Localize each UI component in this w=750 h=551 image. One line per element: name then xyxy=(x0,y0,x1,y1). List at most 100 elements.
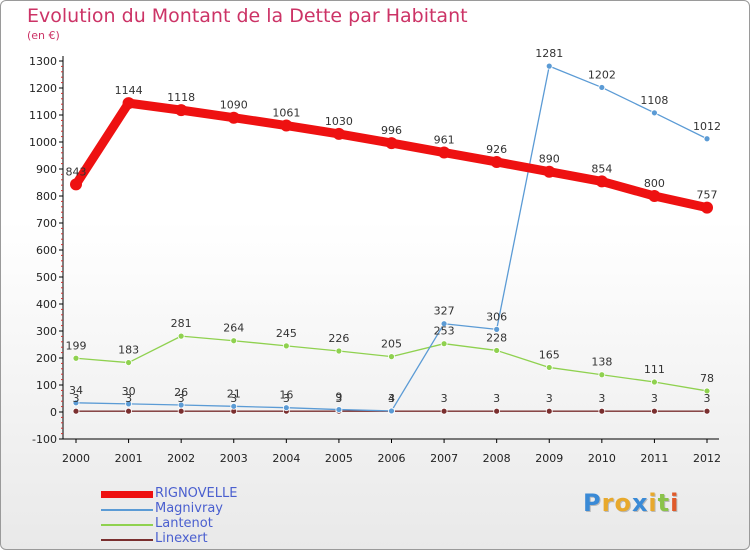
data-point-magnivray xyxy=(282,404,290,412)
y-tick-label: 800 xyxy=(36,190,57,203)
data-point-rignovelle xyxy=(543,165,556,178)
y-tick-label: 0 xyxy=(50,406,57,419)
data-point-lantenot xyxy=(440,340,448,348)
data-point-magnivray xyxy=(545,62,553,70)
data-label-linexert: 3 xyxy=(335,392,342,405)
data-label-magnivray: 9 xyxy=(335,391,342,404)
data-point-lantenot xyxy=(72,354,80,362)
x-tick-label: 2004 xyxy=(272,452,300,465)
data-label-rignovelle: 890 xyxy=(539,153,560,166)
data-point-linexert xyxy=(493,407,501,415)
data-label-magnivray: 327 xyxy=(434,305,455,318)
data-label-linexert: 3 xyxy=(388,392,395,405)
data-label-linexert: 3 xyxy=(230,392,237,405)
data-label-magnivray: 1108 xyxy=(640,94,668,107)
data-label-lantenot: 228 xyxy=(486,331,507,344)
y-tick-label: 300 xyxy=(36,325,57,338)
data-point-rignovelle xyxy=(701,201,713,214)
y-tick-label: 100 xyxy=(36,379,57,392)
data-label-linexert: 3 xyxy=(704,392,711,405)
data-label-lantenot: 245 xyxy=(276,327,297,340)
logo-letter: x xyxy=(631,489,649,517)
data-point-magnivray xyxy=(388,407,395,415)
x-tick-label: 2010 xyxy=(588,452,616,465)
y-tick-label: 200 xyxy=(36,352,57,365)
data-point-magnivray xyxy=(335,406,343,413)
data-point-lantenot xyxy=(703,387,711,395)
series-line-rignovelle xyxy=(71,98,712,213)
data-label-lantenot: 183 xyxy=(118,344,139,357)
data-point-magnivray xyxy=(493,325,501,333)
data-label-lantenot: 78 xyxy=(700,372,714,385)
data-point-magnivray xyxy=(703,135,711,143)
data-label-linexert: 3 xyxy=(283,392,290,405)
y-tick-label: 500 xyxy=(36,271,57,284)
data-label-lantenot: 281 xyxy=(171,317,192,330)
legend-label-rignovelle: RIGNOVELLE xyxy=(155,486,238,501)
legend-swatch-magnivray xyxy=(101,509,153,511)
data-point-magnivray xyxy=(177,401,185,409)
x-tick-label: 2009 xyxy=(535,452,563,465)
data-label-rignovelle: 1118 xyxy=(167,91,195,104)
data-label-rignovelle: 996 xyxy=(381,124,402,137)
data-label-rignovelle: 800 xyxy=(644,177,665,190)
data-label-magnivray: 26 xyxy=(174,386,188,399)
data-label-magnivray: 1202 xyxy=(588,68,616,81)
data-point-linexert xyxy=(125,407,132,415)
data-label-rignovelle: 843 xyxy=(66,165,87,178)
y-tick-label: 700 xyxy=(36,217,57,230)
data-point-linexert xyxy=(177,407,185,415)
data-label-magnivray: 30 xyxy=(122,385,136,398)
data-point-linexert xyxy=(598,407,606,415)
data-label-lantenot: 111 xyxy=(644,363,665,376)
data-point-lantenot xyxy=(598,371,606,379)
y-tick-label: 400 xyxy=(36,298,57,311)
data-label-rignovelle: 926 xyxy=(486,143,507,156)
data-point-lantenot xyxy=(493,347,501,354)
y-tick-label: 600 xyxy=(36,244,57,257)
x-tick-label: 2011 xyxy=(640,452,668,465)
data-point-lantenot xyxy=(282,342,290,350)
data-point-lantenot xyxy=(545,364,553,371)
data-point-linexert xyxy=(703,407,711,415)
data-label-rignovelle: 854 xyxy=(591,162,612,175)
data-label-linexert: 3 xyxy=(441,392,448,405)
x-tick-label: 2005 xyxy=(325,452,353,465)
data-label-rignovelle: 961 xyxy=(434,134,455,147)
data-label-linexert: 3 xyxy=(598,392,605,405)
data-point-lantenot xyxy=(177,332,185,340)
data-label-magnivray: 4 xyxy=(388,392,395,405)
chart-title: Evolution du Montant de la Dette par Hab… xyxy=(27,5,468,27)
data-point-rignovelle xyxy=(175,104,188,117)
data-point-rignovelle xyxy=(438,146,451,159)
data-point-rignovelle xyxy=(648,190,661,202)
data-label-rignovelle: 1090 xyxy=(220,99,248,112)
data-label-rignovelle: 1061 xyxy=(272,107,300,120)
y-tick-label: 1300 xyxy=(29,55,57,68)
data-point-lantenot xyxy=(388,353,395,361)
logo-letter: o xyxy=(614,489,632,517)
data-label-lantenot: 253 xyxy=(434,325,455,338)
data-point-magnivray xyxy=(230,402,238,410)
logo-letter: i xyxy=(670,489,680,517)
data-point-rignovelle xyxy=(332,127,345,140)
data-label-magnivray: 1281 xyxy=(535,47,563,60)
x-tick-label: 2008 xyxy=(483,452,511,465)
data-label-magnivray: 21 xyxy=(227,387,241,400)
logo-letter: i xyxy=(648,489,658,517)
logo-letter: r xyxy=(601,489,615,517)
data-label-rignovelle: 757 xyxy=(697,189,718,202)
data-point-linexert xyxy=(440,407,448,415)
chart-subtitle: (en €) xyxy=(27,29,60,42)
data-label-linexert: 3 xyxy=(493,392,500,405)
data-label-linexert: 3 xyxy=(178,392,185,405)
data-point-lantenot xyxy=(230,337,238,345)
data-point-lantenot xyxy=(651,378,658,386)
data-label-magnivray: 1012 xyxy=(693,120,721,133)
data-label-magnivray: 16 xyxy=(279,389,293,402)
data-label-rignovelle: 1144 xyxy=(115,84,143,97)
data-point-linexert xyxy=(545,407,553,415)
y-tick-label: 1000 xyxy=(29,136,57,149)
legend-swatch-rignovelle xyxy=(101,491,153,498)
data-label-lantenot: 264 xyxy=(223,322,244,335)
